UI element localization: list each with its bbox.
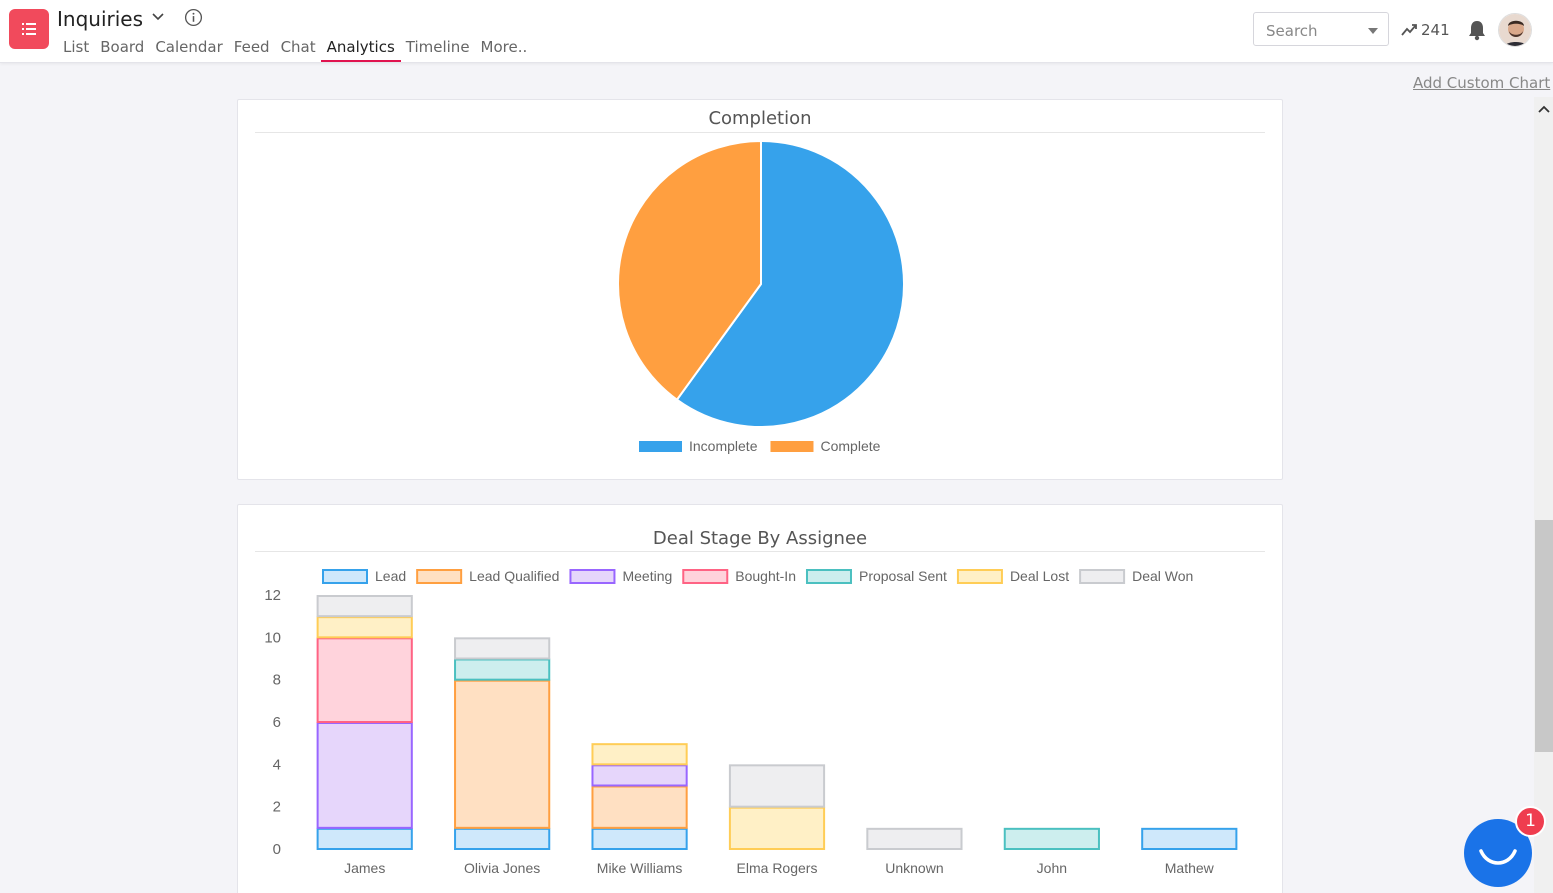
view-tabs: List Board Calendar Feed Chat Analytics Timeli…	[63, 38, 538, 62]
tab-timeline[interactable]: Timeline	[405, 38, 470, 56]
legend-label-deal-lost[interactable]: Deal Lost	[1010, 568, 1069, 584]
y-tick-label: 2	[273, 799, 281, 816]
bar-segment-olivia-jones-proposal-sent[interactable]	[454, 658, 551, 681]
title-divider	[255, 551, 1265, 552]
completion-pie-chart: Incomplete Complete	[617, 139, 905, 454]
avatar[interactable]	[1498, 13, 1532, 47]
title-divider	[255, 132, 1265, 133]
bar-segment-james-lead[interactable]	[316, 827, 413, 851]
scroll-up-icon[interactable]	[1537, 102, 1551, 116]
bar-segment-mike-williams-meeting[interactable]	[591, 764, 688, 787]
legend-label-proposal-sent[interactable]: Proposal Sent	[859, 568, 947, 584]
legend-label-complete[interactable]: Complete	[820, 438, 880, 454]
chevron-down-icon[interactable]	[150, 9, 166, 25]
bar-segment-mathew-lead[interactable]	[1141, 827, 1238, 851]
chart-title: Completion	[708, 108, 812, 129]
bar-segment-mike-williams-lead[interactable]	[591, 827, 688, 851]
y-tick-label: 6	[273, 714, 281, 731]
user-avatar-icon	[1499, 14, 1531, 46]
bell-icon[interactable]	[1467, 19, 1487, 41]
x-tick-label: Unknown	[885, 860, 943, 876]
bar-segment-mike-williams-lead-qualified[interactable]	[591, 785, 688, 829]
legend-swatch-proposal-sent	[805, 569, 852, 584]
tab-analytics[interactable]: Analytics	[320, 38, 401, 62]
smile-icon	[1479, 849, 1517, 865]
legend-swatch-lead	[322, 569, 368, 584]
search-dropdown[interactable]: Search	[1253, 12, 1389, 46]
search-placeholder: Search	[1266, 22, 1318, 40]
scrollbar-track[interactable]	[1534, 97, 1553, 893]
bar-segment-james-deal-won[interactable]	[316, 595, 413, 618]
y-tick-label: 8	[273, 672, 281, 689]
trend-count: 241	[1421, 21, 1450, 39]
trend-counter[interactable]: 241	[1401, 21, 1450, 39]
bar-segment-unknown-deal-won[interactable]	[866, 827, 963, 851]
legend-label-meeting[interactable]: Meeting	[622, 568, 672, 584]
tab-board[interactable]: Board	[100, 38, 145, 56]
x-tick-label: James	[344, 860, 385, 876]
x-tick-label: Olivia Jones	[464, 860, 540, 876]
legend-label-lead-qualified[interactable]: Lead Qualified	[469, 568, 559, 584]
bar-segment-john-proposal-sent[interactable]	[1003, 827, 1100, 851]
deal-stage-bar-chart: 0 2 4 6 8 10 12 James Olivia Jones Mike Williams E…	[264, 568, 1238, 876]
legend-swatch-lead-qualified	[416, 569, 463, 584]
bar-segment-james-meeting[interactable]	[316, 722, 413, 829]
x-tick-label: Mathew	[1165, 860, 1215, 876]
bar-segment-james-bought-in[interactable]	[316, 637, 413, 723]
legend-label-lead[interactable]: Lead	[375, 568, 406, 584]
legend-swatch-deal-won	[1079, 569, 1126, 584]
legend-swatch-complete	[770, 441, 814, 452]
bar-segment-olivia-jones-lead[interactable]	[454, 827, 551, 851]
legend-swatch-meeting	[569, 569, 616, 584]
legend-swatch-bought-in	[682, 569, 729, 584]
y-tick-label: 10	[264, 629, 281, 646]
bar-segment-olivia-jones-deal-won[interactable]	[454, 637, 551, 660]
bar-segment-elma-rogers-deal-won[interactable]	[728, 764, 826, 808]
y-tick-label: 12	[264, 587, 281, 604]
info-icon[interactable]	[184, 8, 203, 27]
tab-list[interactable]: List	[63, 38, 90, 56]
bar-segment-elma-rogers-deal-lost[interactable]	[728, 806, 826, 850]
tab-chat[interactable]: Chat	[280, 38, 316, 56]
top-bar: Inquiries List Board Calendar Feed Chat Analy…	[0, 0, 1553, 63]
completion-chart-card: Completion Incomplete Complete	[237, 99, 1283, 480]
chart-title: Deal Stage By Assignee	[652, 528, 868, 549]
chat-notification-badge: 1	[1515, 806, 1546, 837]
list-app-icon[interactable]	[9, 9, 49, 49]
legend-label-incomplete[interactable]: Incomplete	[689, 438, 758, 454]
legend-swatch-incomplete	[639, 441, 682, 452]
caret-down-icon	[1368, 28, 1378, 34]
tab-calendar[interactable]: Calendar	[155, 38, 223, 56]
legend-label-bought-in[interactable]: Bought-In	[735, 568, 796, 584]
bar-segment-james-deal-lost[interactable]	[316, 616, 413, 639]
legend-label-deal-won[interactable]: Deal Won	[1132, 568, 1193, 584]
x-tick-label: Mike Williams	[597, 860, 683, 876]
tab-more[interactable]: More..	[480, 38, 528, 56]
tab-feed[interactable]: Feed	[233, 38, 270, 56]
pie-slice-complete[interactable]	[617, 139, 762, 402]
legend-swatch-deal-lost	[956, 569, 1003, 584]
add-custom-chart-link[interactable]: Add Custom Chart	[1413, 74, 1551, 92]
bar-segment-olivia-jones-lead-qualified[interactable]	[454, 679, 551, 829]
x-tick-label: John	[1037, 860, 1067, 876]
trend-up-icon	[1401, 24, 1417, 36]
bar-segment-mike-williams-deal-lost[interactable]	[591, 743, 688, 766]
y-tick-label: 4	[273, 756, 281, 773]
pie-slice-incomplete[interactable]	[675, 139, 905, 428]
y-tick-label: 0	[273, 841, 281, 858]
page-title: Inquiries	[57, 7, 144, 31]
scrollbar-thumb[interactable]	[1535, 520, 1553, 752]
x-tick-label: Elma Rogers	[737, 860, 818, 876]
list-icon	[22, 23, 36, 35]
deal-stage-chart-card: Deal Stage By Assignee 0 2 4 6 8 10 12 James Oli…	[237, 504, 1283, 893]
